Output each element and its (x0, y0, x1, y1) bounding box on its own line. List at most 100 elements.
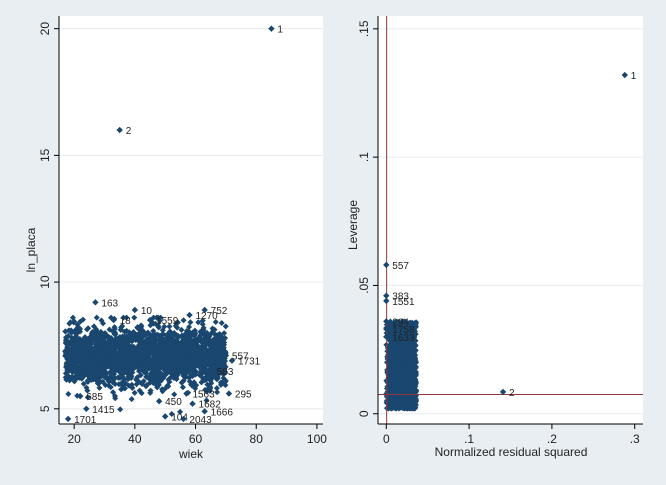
data-point (208, 351, 215, 358)
labeled-point (131, 306, 139, 314)
data-point (397, 385, 404, 392)
data-point (404, 398, 411, 405)
point-label: 18 (120, 316, 132, 327)
data-point (180, 378, 187, 385)
labeled-point (225, 390, 233, 397)
data-point (128, 373, 135, 380)
data-point (202, 346, 209, 353)
data-point (62, 374, 69, 381)
data-point (70, 347, 77, 354)
data-point (105, 359, 112, 366)
data-point (391, 372, 398, 379)
labeled-point (383, 261, 390, 269)
data-point (171, 391, 178, 398)
point-label: 1682 (199, 400, 222, 411)
data-point (168, 411, 175, 418)
labeled-point (146, 316, 154, 324)
data-point (76, 326, 83, 333)
right-gridlines (378, 28, 643, 415)
data-point (401, 390, 408, 397)
data-point (174, 319, 181, 326)
labeled-point (383, 292, 390, 299)
x-tick-label: .1 (464, 432, 474, 446)
data-point (143, 338, 150, 345)
data-point (112, 331, 119, 338)
data-point (407, 392, 414, 399)
data-point (127, 349, 134, 356)
point-label: 1731 (238, 357, 261, 368)
data-point (143, 383, 150, 390)
data-point (143, 331, 150, 338)
data-point (174, 363, 181, 370)
data-point (403, 385, 410, 392)
data-point (81, 336, 88, 343)
right-plot-background (378, 16, 643, 424)
data-point (130, 359, 137, 366)
y-tick-label: .15 (357, 20, 371, 37)
data-point (175, 348, 182, 355)
data-point (197, 328, 204, 335)
data-point (155, 357, 162, 364)
x-tick-label: .3 (630, 432, 640, 446)
data-point (131, 389, 138, 396)
data-point (93, 345, 100, 352)
point-label: 2043 (189, 415, 212, 426)
data-point (398, 339, 405, 346)
data-point (166, 357, 173, 364)
point-label: 104 (171, 412, 188, 423)
point-label: 1563 (192, 390, 215, 401)
data-point (402, 319, 409, 326)
data-point (110, 341, 117, 348)
data-point (180, 317, 187, 324)
data-point (197, 364, 204, 371)
data-point (121, 343, 128, 350)
data-point (154, 350, 161, 357)
data-point (73, 370, 80, 377)
data-point (391, 403, 398, 410)
data-point (80, 372, 87, 379)
data-point (205, 360, 212, 367)
data-point (87, 352, 94, 359)
data-point (215, 357, 222, 364)
x-tick-label: 100 (307, 432, 327, 446)
data-point (397, 361, 404, 368)
data-point (138, 361, 145, 368)
point-label: 10 (141, 306, 153, 317)
data-point (90, 323, 97, 330)
data-point (119, 379, 126, 386)
data-point (155, 324, 162, 331)
labeled-point (201, 408, 208, 415)
labeled-point (162, 413, 169, 420)
data-point (220, 369, 227, 376)
data-point (117, 406, 124, 413)
left-x-axis-label: wiek (178, 447, 204, 461)
data-point (97, 328, 104, 335)
data-point (182, 348, 189, 355)
data-point (187, 319, 194, 326)
data-point (67, 319, 74, 326)
y-tick-label: 10 (38, 275, 52, 289)
data-point (167, 335, 174, 342)
data-point (65, 391, 72, 398)
data-point (393, 360, 400, 367)
data-point (408, 385, 415, 392)
data-point (198, 373, 205, 380)
data-point (412, 347, 419, 354)
data-point (161, 351, 168, 358)
data-point (159, 388, 166, 395)
data-point (68, 364, 75, 371)
point-label: 294 (392, 317, 409, 328)
left-gridlines (59, 28, 323, 410)
data-point (121, 363, 128, 370)
data-point (193, 361, 200, 368)
data-point (125, 342, 132, 349)
data-point (404, 332, 411, 339)
data-point (392, 318, 399, 325)
data-point (218, 319, 225, 326)
data-point (221, 362, 228, 369)
point-label: 1 (631, 71, 637, 82)
data-point (186, 324, 193, 331)
data-point (103, 347, 110, 354)
